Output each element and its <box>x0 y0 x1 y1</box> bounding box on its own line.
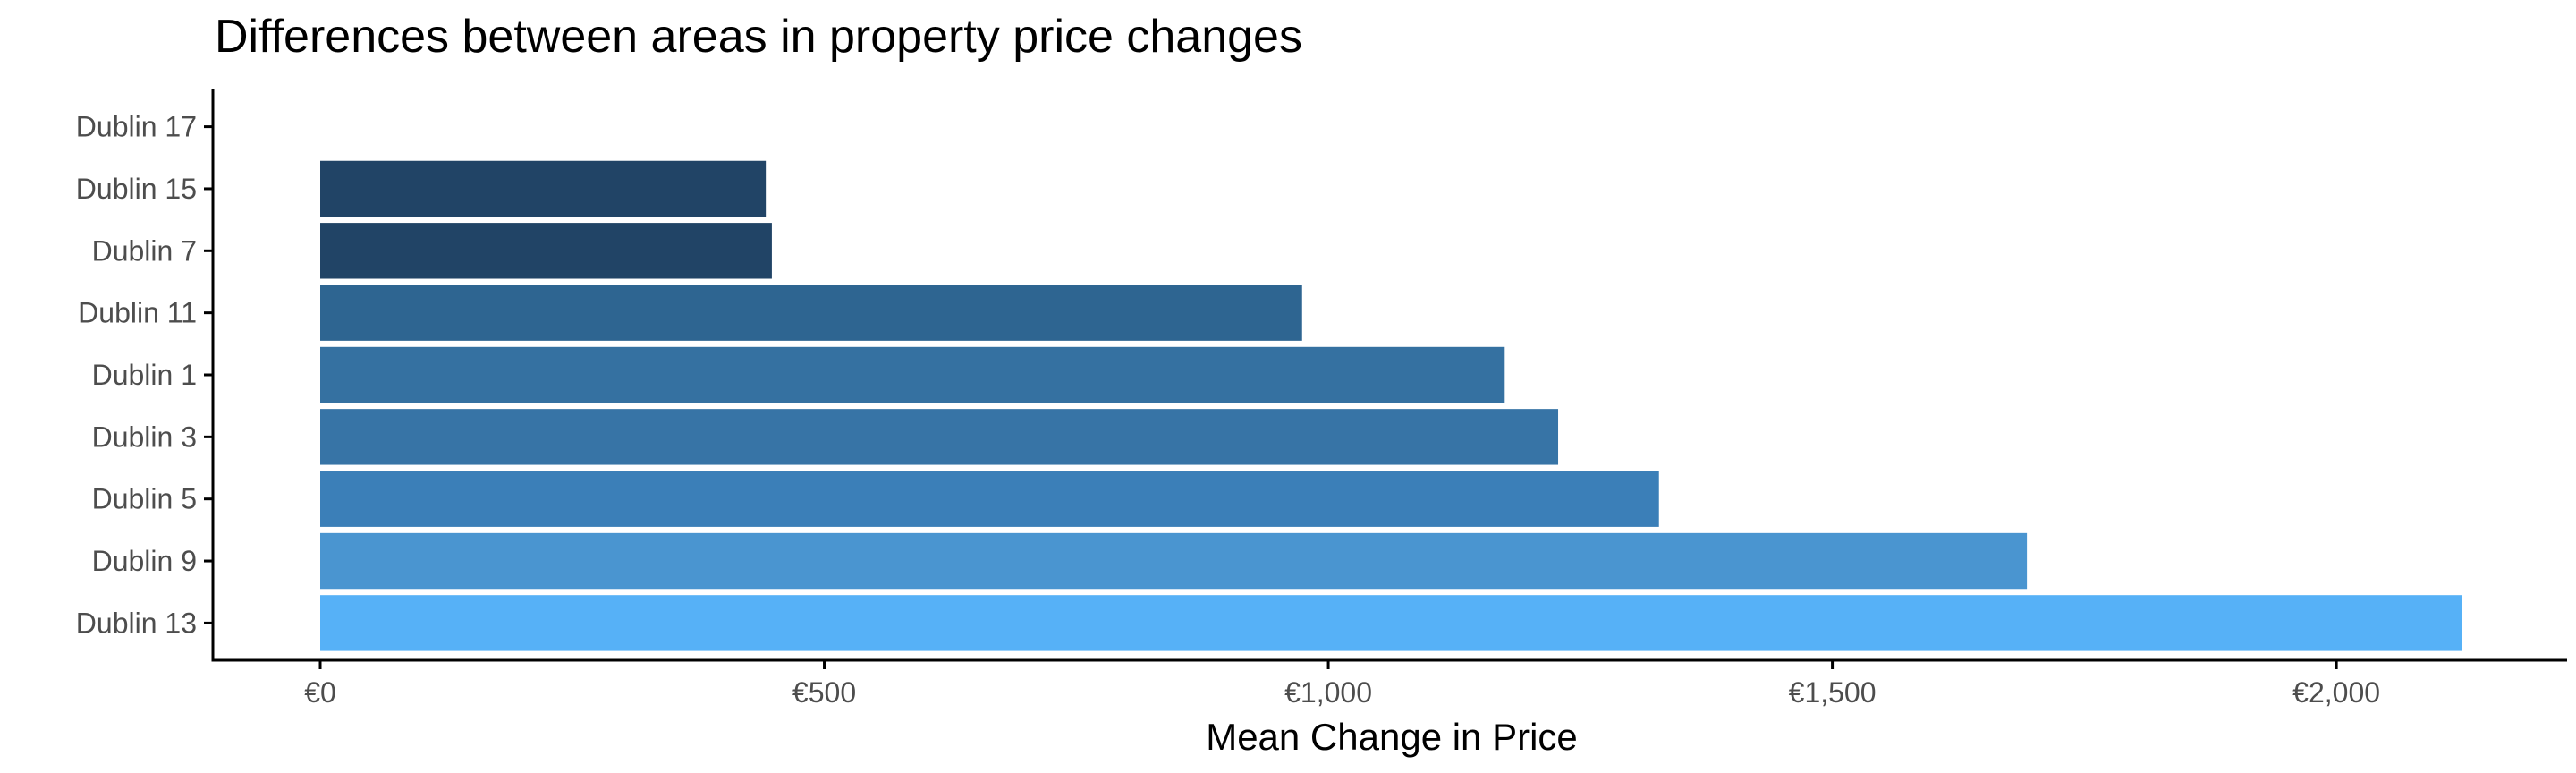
x-tick-label: €500 <box>792 676 856 709</box>
bar-dublin-5 <box>320 471 1659 527</box>
bar-dublin-1 <box>320 346 1505 403</box>
y-axis: Dublin 17 Dublin 15 Dublin 7 Dublin 11 Dubli… <box>76 89 215 662</box>
bar-dublin-13 <box>320 595 2462 651</box>
bars-group <box>320 160 2462 651</box>
x-axis: €0 €500 €1,000 €1,500 €2,000 <box>211 658 2567 709</box>
x-tick-label: €1,000 <box>1284 676 1372 709</box>
y-tick-label: Dublin 5 <box>92 483 197 515</box>
chart-title: Differences between areas in property pr… <box>215 11 1302 63</box>
x-tick-label: €1,500 <box>1789 676 1877 709</box>
bar-dublin-7 <box>320 223 772 279</box>
y-tick-label: Dublin 1 <box>92 359 197 391</box>
y-tick-label: Dublin 15 <box>76 173 197 205</box>
bar-dublin-9 <box>320 532 2028 590</box>
x-tick-label: €2,000 <box>2292 676 2380 709</box>
y-tick-label: Dublin 13 <box>76 607 197 639</box>
y-tick-label: Dublin 9 <box>92 545 197 577</box>
y-tick-label: Dublin 11 <box>78 297 197 329</box>
y-tick-label: Dublin 3 <box>92 420 197 453</box>
bar-dublin-3 <box>320 409 1559 465</box>
y-tick-label: Dublin 17 <box>76 111 197 143</box>
y-tick-label: Dublin 7 <box>92 234 197 267</box>
x-tick-label: €0 <box>304 676 336 709</box>
x-axis-title: Mean Change in Price <box>1206 716 1578 758</box>
bar-dublin-15 <box>320 160 767 217</box>
bar-dublin-11 <box>320 285 1302 341</box>
